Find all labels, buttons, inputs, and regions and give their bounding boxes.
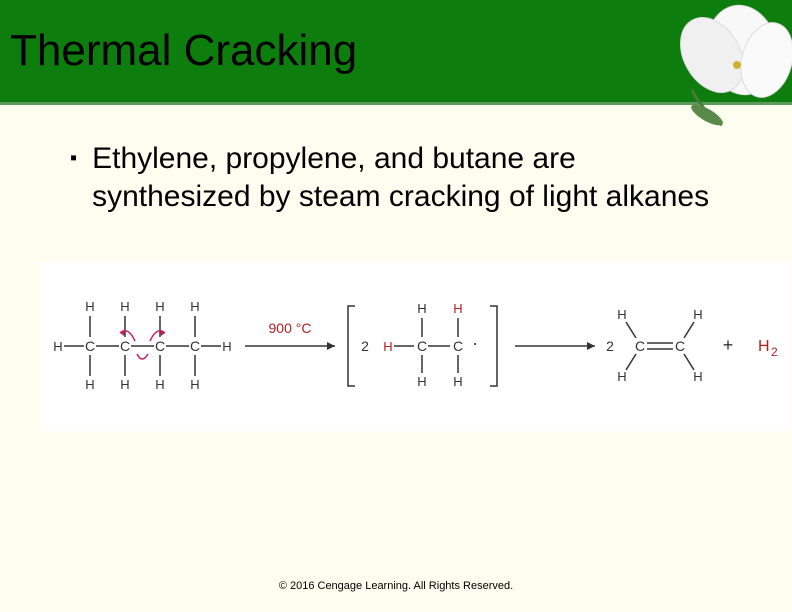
svg-text:H: H	[53, 339, 62, 354]
svg-text:·: ·	[472, 333, 478, 353]
svg-text:+: +	[723, 335, 734, 355]
svg-text:H: H	[120, 299, 129, 314]
content-area: ▪ Ethylene, propylene, and butane are sy…	[0, 105, 792, 431]
svg-text:H: H	[453, 301, 462, 316]
svg-text:H: H	[155, 377, 164, 392]
svg-text:C: C	[85, 338, 95, 354]
svg-text:C: C	[190, 338, 200, 354]
svg-text:H: H	[758, 338, 770, 355]
svg-text:C: C	[675, 338, 685, 354]
bullet-text: Ethylene, propylene, and butane are synt…	[92, 140, 742, 216]
footer-copyright: © 2016 Cengage Learning. All Rights Rese…	[0, 580, 792, 592]
svg-text:C: C	[417, 338, 427, 354]
temp-label: 900 °C	[269, 320, 312, 336]
svg-text:C: C	[155, 338, 165, 354]
svg-text:H: H	[155, 299, 164, 314]
svg-text:C: C	[453, 338, 463, 354]
svg-text:H: H	[453, 374, 462, 389]
flower-decoration	[652, 0, 792, 130]
svg-text:2: 2	[361, 338, 369, 354]
svg-text:H: H	[190, 377, 199, 392]
svg-text:H: H	[693, 307, 702, 322]
svg-text:H: H	[190, 299, 199, 314]
svg-text:H: H	[617, 369, 626, 384]
svg-text:C: C	[120, 338, 130, 354]
chemical-diagram: C C C C H H H H H H H	[40, 261, 790, 431]
svg-text:H: H	[617, 307, 626, 322]
page-title: Thermal Cracking	[0, 26, 357, 76]
svg-text:H: H	[417, 374, 426, 389]
svg-text:H: H	[85, 299, 94, 314]
svg-text:H: H	[222, 339, 231, 354]
header-bar: Thermal Cracking	[0, 0, 792, 105]
svg-text:H: H	[383, 339, 392, 354]
svg-text:H: H	[120, 377, 129, 392]
bullet-item: ▪ Ethylene, propylene, and butane are sy…	[70, 140, 742, 216]
svg-text:H: H	[693, 369, 702, 384]
svg-text:2: 2	[771, 345, 778, 359]
svg-text:2: 2	[606, 338, 614, 354]
svg-text:C: C	[635, 338, 645, 354]
svg-text:H: H	[417, 301, 426, 316]
bullet-marker: ▪	[70, 140, 77, 176]
svg-text:H: H	[85, 377, 94, 392]
